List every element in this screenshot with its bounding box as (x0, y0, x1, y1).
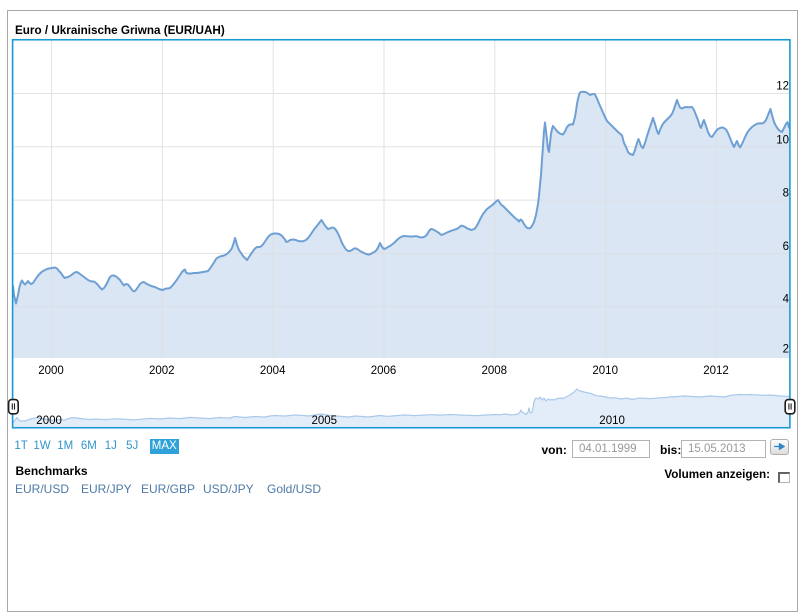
svg-text:2010: 2010 (599, 415, 625, 427)
svg-text:2000: 2000 (38, 365, 64, 377)
svg-text:4: 4 (783, 294, 790, 306)
svg-text:2010: 2010 (592, 365, 618, 377)
svg-text:2: 2 (783, 344, 789, 356)
svg-text:2004: 2004 (260, 365, 286, 377)
svg-text:2008: 2008 (482, 365, 508, 377)
svg-text:2012: 2012 (703, 365, 729, 377)
svg-text:2005: 2005 (312, 415, 338, 427)
svg-text:2000: 2000 (36, 415, 62, 427)
svg-text:8: 8 (783, 188, 789, 200)
svg-text:6: 6 (783, 241, 789, 253)
svg-text:2002: 2002 (149, 365, 175, 377)
svg-text:2006: 2006 (371, 365, 397, 377)
svg-text:12: 12 (776, 80, 789, 92)
svg-text:10: 10 (776, 134, 789, 146)
